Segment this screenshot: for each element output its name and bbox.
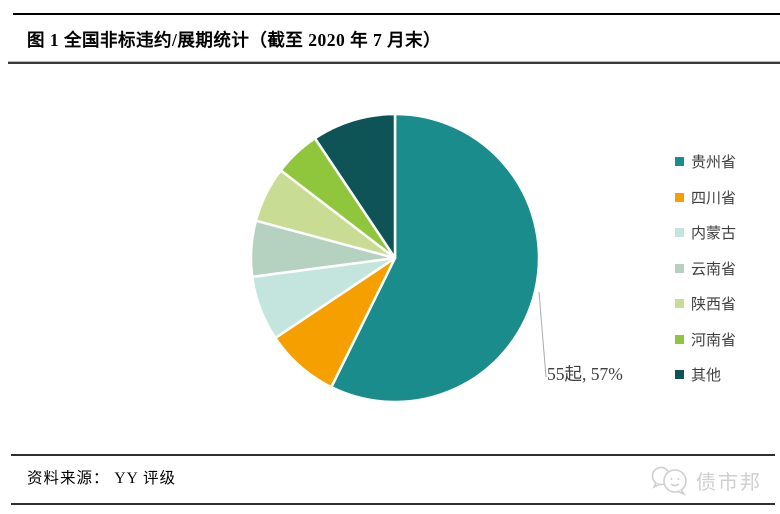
legend-label: 河南省 — [691, 332, 737, 349]
figure-title: 图 1 全国非标违约/展期统计（截至 2020 年 7 月末） — [27, 30, 442, 50]
legend-item-内蒙古: 内蒙古 — [675, 215, 736, 251]
top-rule — [13, 13, 780, 15]
watermark: 债市邦 — [648, 464, 762, 496]
legend-item-河南省: 河南省 — [675, 322, 736, 358]
legend-label: 其他 — [691, 368, 722, 385]
legend-label: 陕西省 — [691, 297, 737, 314]
legend-item-四川省: 四川省 — [675, 180, 736, 216]
legend-swatch — [675, 157, 684, 167]
legend-item-其他: 其他 — [675, 357, 736, 393]
legend-swatch — [675, 192, 684, 202]
source-top-rule — [11, 454, 775, 456]
pie-data-label: 55起, 57% — [547, 364, 623, 384]
chat-bubbles-icon — [651, 466, 687, 496]
legend-label: 内蒙古 — [691, 226, 737, 243]
pie-chart — [249, 112, 547, 404]
legend-swatch — [675, 263, 684, 273]
pie-slice-其他 — [313, 112, 397, 260]
watermark-text: 债市邦 — [696, 471, 762, 494]
chart-legend: 贵州省四川省内蒙古云南省陕西省河南省其他 — [675, 144, 736, 393]
source-bottom-rule — [11, 503, 775, 505]
legend-item-云南省: 云南省 — [675, 251, 736, 287]
legend-label: 四川省 — [691, 190, 737, 207]
source-label: 资料来源： YY 评级 — [27, 470, 177, 487]
pie-slice-贵州省 — [330, 112, 541, 404]
legend-label: 贵州省 — [691, 155, 737, 172]
legend-item-贵州省: 贵州省 — [675, 144, 736, 180]
legend-swatch — [675, 299, 684, 309]
legend-item-陕西省: 陕西省 — [675, 286, 736, 322]
leader-line — [538, 291, 547, 378]
legend-swatch — [675, 228, 684, 238]
title-divider-rule — [8, 62, 780, 64]
legend-swatch — [675, 370, 684, 380]
legend-swatch — [675, 334, 684, 344]
legend-label: 云南省 — [691, 261, 737, 278]
